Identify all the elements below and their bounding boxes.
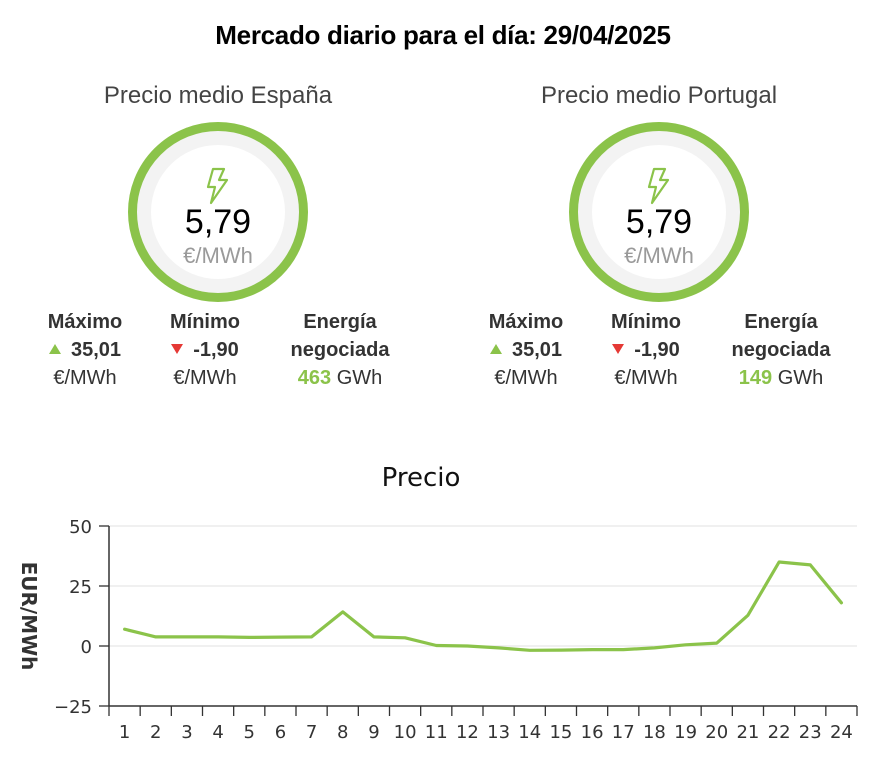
- page-title: Mercado diario para el día: 29/04/2025: [215, 20, 671, 50]
- chart-title: Precio: [382, 463, 461, 493]
- stat-energia: Energía negociada 149 GWh: [711, 308, 851, 392]
- minimo-unit: €/MWh: [614, 367, 678, 389]
- stat-minimo: Mínimo -1,90 €/MWh: [591, 308, 701, 392]
- x-tick-label: 8: [337, 722, 348, 743]
- gauge-inner: 5,79 €/MWh: [592, 145, 726, 279]
- x-tick-label: 11: [425, 722, 448, 743]
- axes: [108, 526, 858, 716]
- x-tick-label: 22: [768, 722, 791, 743]
- x-tick-label: 7: [306, 722, 317, 743]
- x-tick-labels: 1 2 3 4 5 6 7 8 9 10 11 12 13 14 15 16 17 18 19 20 21 22 23 24: [119, 722, 853, 743]
- y-tick-label: 25: [69, 577, 92, 598]
- maximo-value: 35,01: [511, 339, 563, 361]
- minimo-unit: €/MWh: [173, 367, 237, 389]
- maximo-unit: €/MWh: [53, 367, 117, 389]
- energia-label-1: Energía: [303, 311, 377, 333]
- x-tick-label: 18: [643, 722, 666, 743]
- x-tick-label: 16: [581, 722, 604, 743]
- x-tick-label: 17: [612, 722, 635, 743]
- stat-minimo: Mínimo -1,90 €/MWh: [150, 308, 260, 392]
- panel-espana: Precio medio España 5,79 €/MWh Máximo 35…: [8, 80, 428, 408]
- x-tick-label: 14: [518, 722, 541, 743]
- x-tick-label: 15: [549, 722, 572, 743]
- triangle-down-icon: [171, 343, 184, 354]
- x-tick-label: 5: [244, 722, 255, 743]
- panel-portugal: Precio medio Portugal 5,79 €/MWh Máximo …: [449, 80, 869, 408]
- gauge-inner: 5,79 €/MWh: [151, 145, 285, 279]
- stats-row: Máximo 35,01 €/MWh Mínimo -1,90 €/MWh En…: [449, 308, 869, 408]
- energia-label-1: Energía: [744, 311, 818, 333]
- y-tick-label: 50: [69, 517, 92, 538]
- x-tick-label: 23: [799, 722, 822, 743]
- minimo-value: -1,90: [193, 339, 239, 361]
- minimo-label: Mínimo: [170, 311, 240, 333]
- energia-value: 463: [297, 367, 332, 389]
- x-tick-label: 24: [830, 722, 853, 743]
- stat-maximo: Máximo 35,01 €/MWh: [471, 308, 581, 392]
- lightning-bolt-icon: [206, 167, 229, 205]
- maximo-value: 35,01: [70, 339, 122, 361]
- x-tick-label: 1: [119, 722, 130, 743]
- y-tick-label: −25: [54, 697, 92, 718]
- lightning-bolt-icon: [647, 167, 670, 205]
- triangle-up-icon: [48, 343, 61, 354]
- triangle-up-icon: [489, 343, 502, 354]
- x-tick-label: 2: [150, 722, 161, 743]
- triangle-down-icon: [612, 343, 625, 354]
- minimo-label: Mínimo: [611, 311, 681, 333]
- stats-row: Máximo 35,01 €/MWh Mínimo -1,90 €/MWh En…: [8, 308, 428, 408]
- gauge-unit: €/MWh: [183, 243, 253, 268]
- panel-title: Precio medio España: [103, 82, 333, 109]
- price-gauge: 5,79 €/MWh: [569, 122, 749, 302]
- energia-value: 149: [738, 367, 773, 389]
- gauge-value: 5,79: [625, 203, 693, 241]
- maximo-unit: €/MWh: [494, 367, 558, 389]
- x-tick-label: 20: [705, 722, 728, 743]
- energia-unit: GWh: [777, 367, 824, 389]
- gauge-value: 5,79: [184, 203, 252, 241]
- price-series-line: [122, 560, 844, 652]
- maximo-label: Máximo: [47, 311, 123, 333]
- x-tick-label: 19: [674, 722, 697, 743]
- energia-unit: GWh: [336, 367, 383, 389]
- x-tick-label: 13: [487, 722, 510, 743]
- x-tick-label: 6: [275, 722, 286, 743]
- x-tick-label: 10: [394, 722, 417, 743]
- panel-title: Precio medio Portugal: [540, 82, 778, 109]
- y-tick-labels: −25 0 25 50: [54, 517, 92, 718]
- energia-label-2: negociada: [290, 339, 390, 361]
- energia-label-2: negociada: [731, 339, 831, 361]
- minimo-value: -1,90: [634, 339, 680, 361]
- stat-energia: Energía negociada 463 GWh: [270, 308, 410, 392]
- x-tick-label: 3: [181, 722, 192, 743]
- x-tick-label: 21: [736, 722, 759, 743]
- maximo-label: Máximo: [488, 311, 564, 333]
- x-tick-label: 12: [456, 722, 479, 743]
- price-gauge: 5,79 €/MWh: [128, 122, 308, 302]
- y-axis-label: EUR/MWh: [17, 562, 41, 671]
- x-tick-label: 4: [212, 722, 223, 743]
- gauge-unit: €/MWh: [624, 243, 694, 268]
- y-tick-label: 0: [81, 637, 92, 658]
- stat-maximo: Máximo 35,01 €/MWh: [30, 308, 140, 392]
- x-tick-label: 9: [368, 722, 379, 743]
- grid-lines: [99, 525, 857, 707]
